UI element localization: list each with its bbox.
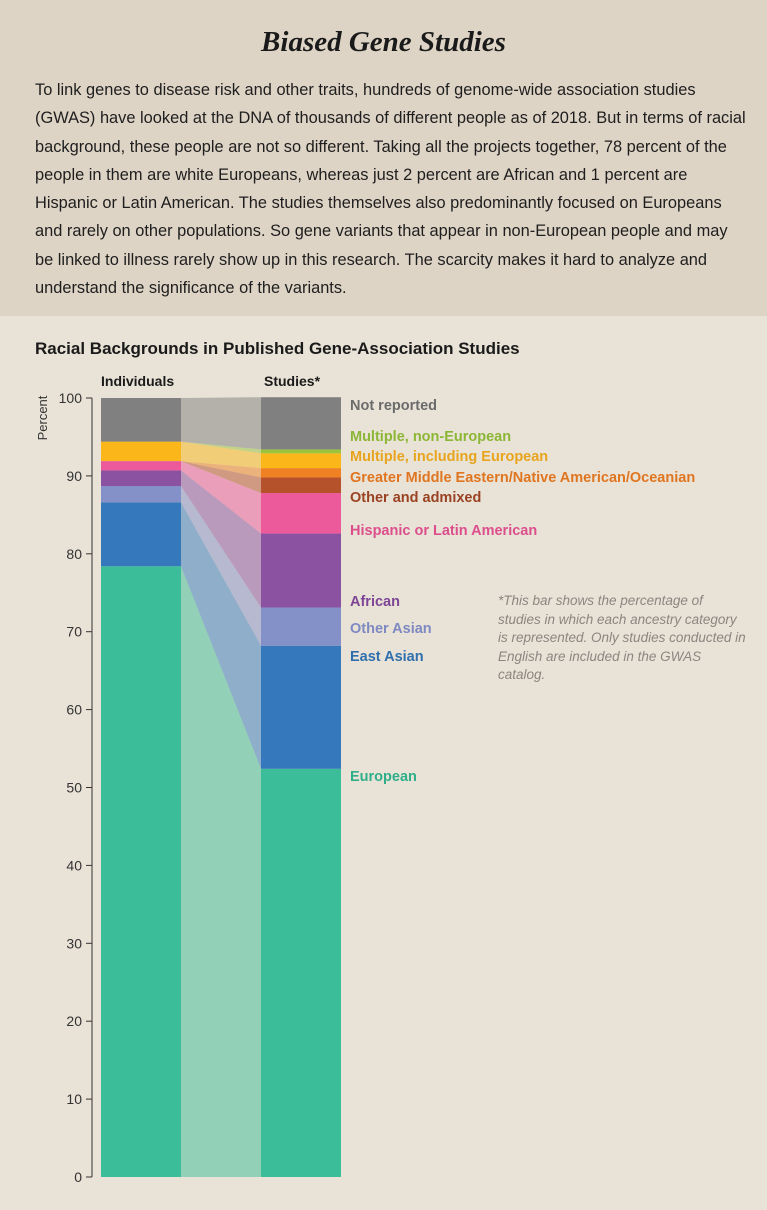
- legend-label-multiple-including-european: Multiple, including European: [350, 449, 548, 465]
- studies-bar-multiple-including-european: [261, 453, 341, 469]
- connector-multiple-non-european: [181, 441, 261, 454]
- connector-other-asian: [181, 486, 261, 646]
- connector-not-reported: [181, 397, 261, 450]
- connector-other-and-admixed: [181, 461, 261, 494]
- individuals-bar-hispanic-or-latin-american: [101, 461, 181, 471]
- y-axis-label: Percent: [35, 395, 50, 440]
- y-tick-label: 20: [66, 1013, 82, 1029]
- y-tick-label: 70: [66, 624, 82, 640]
- y-tick-label: 10: [66, 1091, 82, 1107]
- individuals-bar-other-asian: [101, 486, 181, 503]
- studies-bar-other-and-admixed: [261, 477, 341, 494]
- y-tick-label: 60: [66, 702, 82, 718]
- studies-bar-european: [261, 768, 341, 1177]
- connector-european: [181, 566, 261, 1177]
- legend-label-other-asian: Other Asian: [350, 621, 432, 637]
- page-title: Biased Gene Studies: [261, 26, 506, 58]
- individuals-bar-east-asian: [101, 502, 181, 567]
- connector-east-asian: [181, 502, 261, 769]
- connector-multiple-including-european: [181, 441, 261, 469]
- individuals-bar-european: [101, 566, 181, 1177]
- legend-label-other-and-admixed: Other and admixed: [350, 490, 481, 506]
- y-tick-label: 90: [66, 468, 82, 484]
- legend-label-african: African: [350, 594, 400, 610]
- legend-label-east-asian: East Asian: [350, 649, 424, 665]
- individuals-bar-not-reported: [101, 398, 181, 442]
- connector-hispanic-or-latin-american: [181, 461, 261, 534]
- y-tick-label: 40: [66, 857, 82, 873]
- y-tick-label: 50: [66, 780, 82, 796]
- legend-label-multiple-non-european: Multiple, non-European: [350, 429, 511, 445]
- column-header-individuals: Individuals: [101, 373, 175, 389]
- y-tick-label: 80: [66, 546, 82, 562]
- individuals-bar-african: [101, 470, 181, 487]
- connector-greater-middle-eastern-native-american-oceanian: [181, 461, 261, 478]
- y-tick-label: 0: [74, 1169, 82, 1185]
- studies-bar-east-asian: [261, 645, 341, 769]
- intro-text: To link genes to disease risk and other …: [35, 81, 746, 298]
- studies-bar-african: [261, 533, 341, 608]
- y-tick-label: 30: [66, 935, 82, 951]
- studies-bar-other-asian: [261, 607, 341, 646]
- header-panel: [0, 0, 767, 316]
- studies-bar-multiple-non-european: [261, 449, 341, 454]
- column-header-studies: Studies*: [264, 373, 321, 389]
- studies-bar-greater-middle-eastern-native-american-oceanian: [261, 468, 341, 478]
- legend-label-european: European: [350, 769, 417, 785]
- chart-title: Racial Backgrounds in Published Gene-Ass…: [35, 339, 520, 358]
- legend-label-greater-middle-eastern-native-american-oceanian: Greater Middle Eastern/Native American/O…: [350, 470, 695, 486]
- footnote: *This bar shows the percentage of studie…: [498, 593, 746, 682]
- legend-label-hispanic-or-latin-american: Hispanic or Latin American: [350, 523, 537, 539]
- individuals-bar-multiple-including-european: [101, 441, 181, 462]
- studies-bar-not-reported: [261, 397, 341, 450]
- studies-bar-hispanic-or-latin-american: [261, 493, 341, 534]
- connector-african: [181, 470, 261, 608]
- y-tick-label: 100: [59, 390, 83, 406]
- legend-label-not-reported: Not reported: [350, 398, 437, 414]
